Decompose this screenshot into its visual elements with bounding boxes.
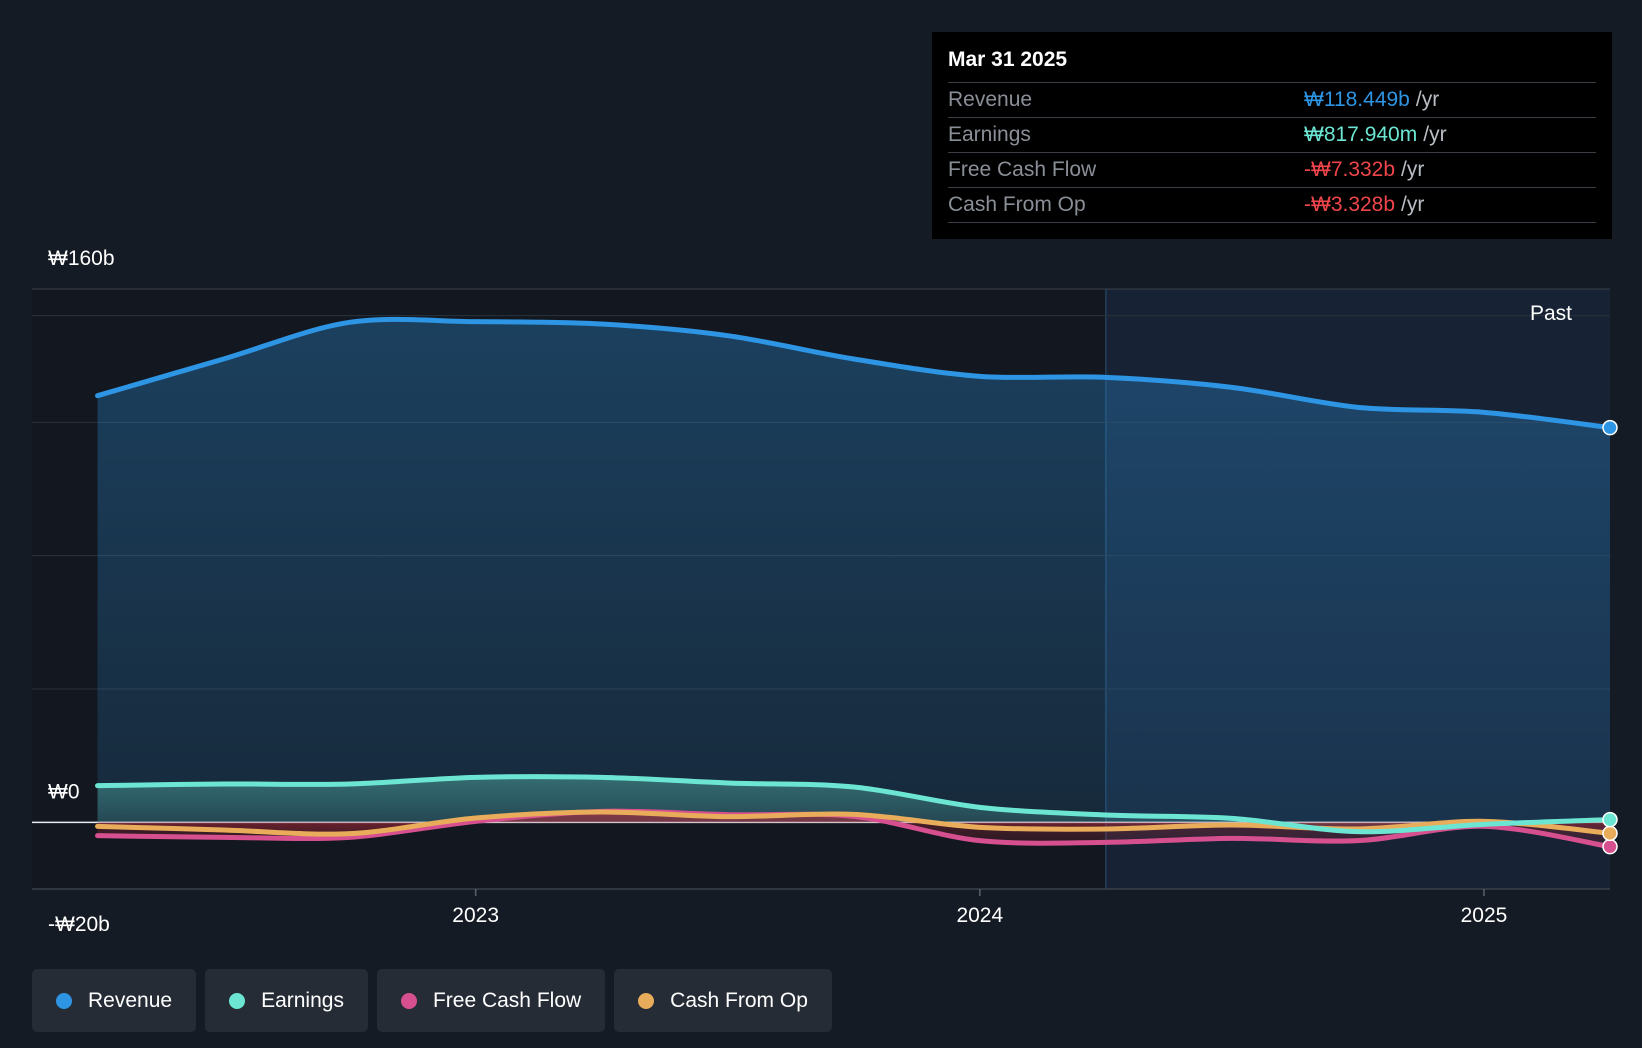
y-tick-label: ₩0 bbox=[48, 780, 80, 803]
legend-item-cash-from-op[interactable]: Cash From Op bbox=[614, 969, 832, 1032]
legend-label-cash-from-op: Cash From Op bbox=[670, 988, 808, 1012]
tooltip-unit-free-cash-flow: /yr bbox=[1401, 158, 1425, 181]
legend-item-earnings[interactable]: Earnings bbox=[205, 969, 368, 1032]
legend-label-revenue: Revenue bbox=[88, 988, 173, 1012]
tooltip-label-cash-from-op: Cash From Op bbox=[948, 193, 1086, 216]
tooltip-label-revenue: Revenue bbox=[948, 88, 1033, 111]
past-label: Past bbox=[1530, 302, 1572, 325]
revenue-end-point bbox=[1602, 419, 1618, 436]
legend-item-free-cash-flow[interactable]: Free Cash Flow bbox=[376, 969, 606, 1032]
tooltip-label-free-cash-flow: Free Cash Flow bbox=[948, 158, 1097, 181]
legend-dot-cash-from-op-icon bbox=[638, 992, 655, 1009]
legend-dot-earnings-icon bbox=[229, 992, 246, 1009]
legend-item-revenue[interactable]: Revenue bbox=[32, 969, 197, 1032]
tooltip-row-free-cash-flow: Free Cash Flow -₩7.332b/yr bbox=[948, 153, 1596, 188]
revenue-line bbox=[95, 316, 1613, 431]
earnings-line bbox=[95, 774, 1613, 835]
tooltip-row-revenue: Revenue ₩118.449b/yr bbox=[948, 83, 1596, 118]
tooltip-unit-cash-from-op: /yr bbox=[1401, 193, 1425, 216]
legend-dot-revenue-icon bbox=[56, 992, 72, 1009]
tooltip-value-earnings: ₩817.940m bbox=[1304, 123, 1418, 146]
legend-label-earnings: Earnings bbox=[261, 988, 344, 1012]
y-tick-label: ₩160b bbox=[48, 247, 115, 270]
tooltip-unit-earnings: /yr bbox=[1423, 123, 1447, 146]
earnings-end-point bbox=[1602, 811, 1618, 828]
cash-from-op-line bbox=[95, 809, 1613, 837]
x-tick-label: 2024 bbox=[956, 904, 1003, 927]
tooltip-row-cash-from-op: Cash From Op -₩3.328b/yr bbox=[948, 188, 1596, 223]
tooltip-row-earnings: Earnings ₩817.940m/yr bbox=[948, 118, 1596, 153]
y-tick-label: -₩20b bbox=[48, 913, 110, 936]
free-cash-flow-end-point bbox=[1602, 838, 1618, 855]
x-tick-label: 2025 bbox=[1461, 904, 1508, 927]
tooltip-value-free-cash-flow: -₩7.332b bbox=[1304, 158, 1396, 181]
tooltip-label-earnings: Earnings bbox=[948, 123, 1031, 146]
tooltip-value-cash-from-op: -₩3.328b bbox=[1304, 193, 1396, 216]
tooltip-date: Mar 31 2025 bbox=[948, 46, 1596, 83]
legend: Revenue Earnings Free Cash Flow Cash Fro… bbox=[32, 969, 832, 1032]
tooltip-unit-revenue: /yr bbox=[1415, 88, 1440, 111]
tooltip-value-revenue: ₩118.449b bbox=[1304, 88, 1410, 111]
x-tick-label: 2023 bbox=[452, 904, 499, 927]
legend-label-free-cash-flow: Free Cash Flow bbox=[432, 988, 582, 1012]
revenue-area bbox=[97, 319, 1611, 823]
legend-dot-free-cash-flow-icon bbox=[400, 992, 417, 1009]
cash-from-op-end-point bbox=[1602, 825, 1618, 842]
tooltip: Mar 31 2025 Revenue ₩118.449b/yr Earning… bbox=[932, 32, 1612, 239]
